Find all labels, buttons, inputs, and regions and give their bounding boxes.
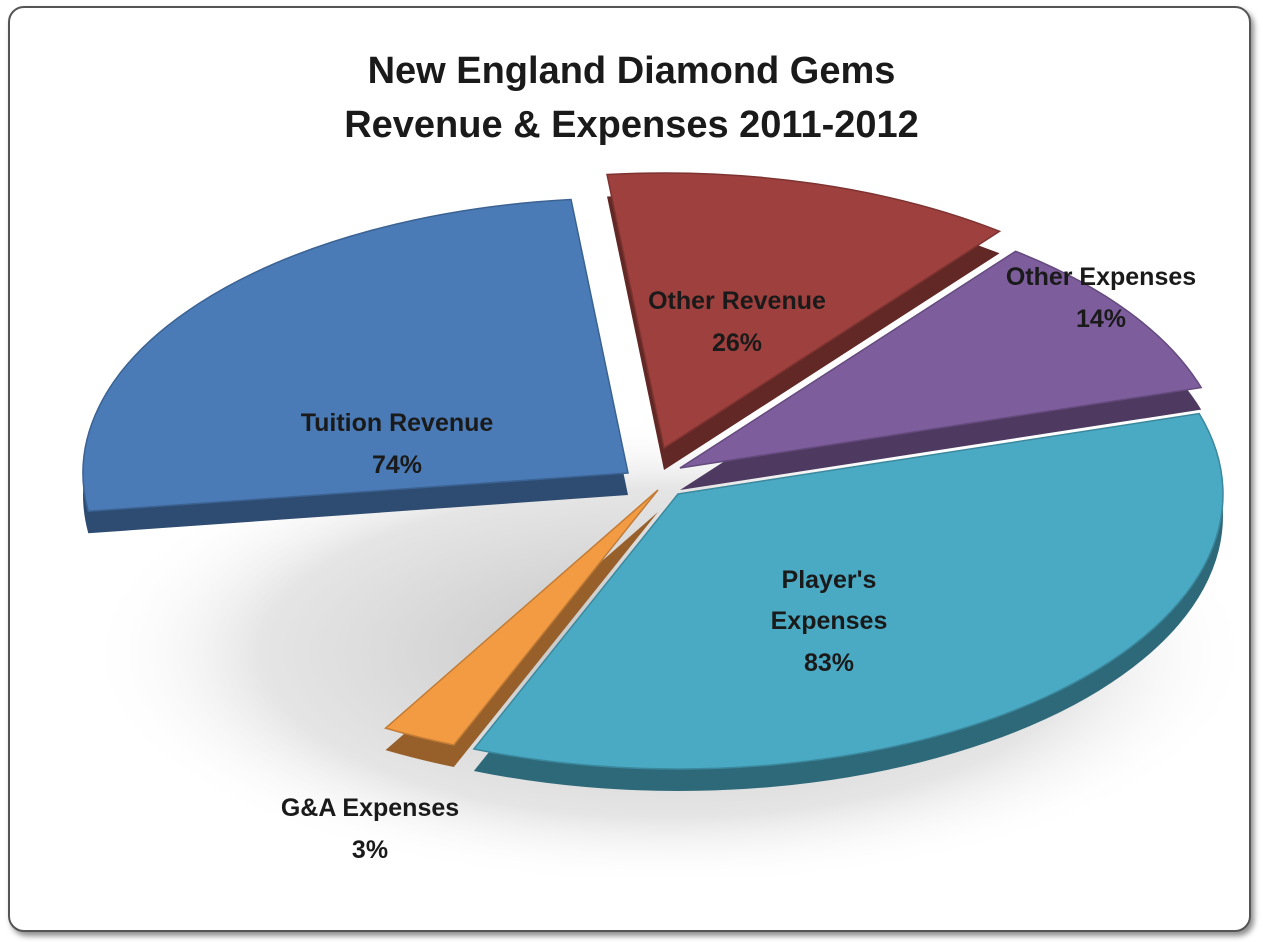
label-other-revenue-value: 26%: [712, 329, 762, 357]
label-other-revenue-name: Other Revenue: [648, 287, 826, 315]
chart-title: New England Diamond Gems Revenue & Expen…: [10, 44, 1253, 152]
label-tuition-revenue-name: Tuition Revenue: [301, 409, 494, 437]
label-ga-expenses-name: G&A Expenses: [281, 794, 459, 822]
label-other-expenses-value: 14%: [1076, 305, 1126, 333]
label-players-expenses-name-2: Expenses: [771, 607, 888, 635]
pie-slice-players-expenses: [472, 412, 1224, 792]
pie-slice-other-revenue: [606, 172, 1002, 470]
pie-slice-ga-expenses: [383, 489, 659, 767]
pie-slice-tuition-revenue-top: [82, 198, 629, 513]
label-other-expenses-name: Other Expenses: [1006, 263, 1196, 291]
chart-frame: New England Diamond Gems Revenue & Expen…: [8, 6, 1253, 932]
label-players-expenses-value: 83%: [804, 649, 854, 677]
label-ga-expenses-value: 3%: [352, 836, 388, 864]
pie-chart: Tuition Revenue 74% Other Revenue 26% Ot…: [82, 172, 1253, 888]
pie-slice-players-expenses-top: [472, 412, 1224, 770]
pie-slice-other-expenses: [679, 250, 1203, 490]
pie-slice-tuition-revenue: [82, 198, 629, 534]
pie-slice-other-expenses-top: [679, 250, 1203, 469]
chart-title-line-1: New England Diamond Gems: [367, 50, 896, 92]
label-tuition-revenue-value: 74%: [372, 451, 422, 479]
label-players-expenses-name-1: Player's: [782, 566, 877, 594]
chart-title-line-2: Revenue & Expenses 2011-2012: [344, 104, 919, 146]
pie-slice-other-revenue-top: [606, 172, 1002, 450]
pie-slice-ga-expenses-top: [383, 489, 659, 746]
